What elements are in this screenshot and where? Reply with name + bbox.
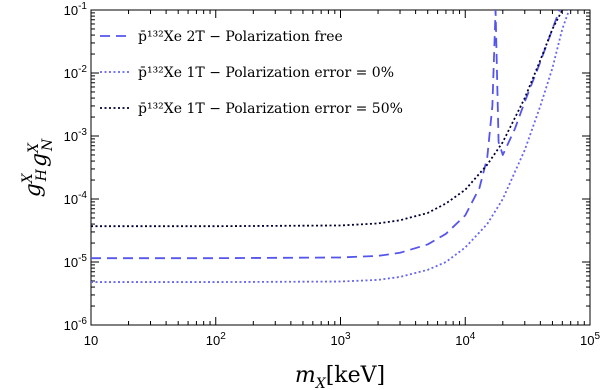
- x-tick-label: 104: [455, 331, 475, 348]
- y-tick-label: 10-2: [64, 64, 88, 81]
- series-group: [91, 10, 570, 283]
- y-tick-label: 10-6: [64, 316, 88, 333]
- y-tick-label: 10-5: [64, 253, 88, 270]
- legend: p̄¹³²Xe 2T − Polarization free p̄¹³²Xe 1T…: [100, 29, 403, 117]
- series-line-3: [91, 10, 564, 228]
- legend-label-1: p̄¹³²Xe 2T − Polarization free: [138, 29, 343, 45]
- legend-label-3: p̄¹³²Xe 1T − Polarization error = 50%: [138, 101, 403, 117]
- x-tick-label: 102: [206, 331, 226, 348]
- legend-label-2: p̄¹³²Xe 1T − Polarization error = 0%: [138, 65, 394, 81]
- tick-labels: 10 102 103 104 105 10-6 10-5 10-4 10-3 10-2 10-1: [64, 1, 601, 348]
- ticks: [90, 10, 591, 326]
- x-tick-label: 10: [84, 333, 98, 348]
- x-tick-label: 105: [580, 331, 600, 348]
- x-tick-label: 103: [330, 331, 350, 348]
- series-line-2: [91, 10, 570, 283]
- x-axis-label: mX[keV]: [295, 363, 385, 390]
- y-axis-label: gXHgXN: [20, 138, 56, 197]
- y-tick-label: 10-4: [64, 190, 88, 207]
- y-tick-label: 10-3: [64, 127, 88, 144]
- y-tick-label: 10-1: [64, 1, 88, 18]
- plot-frame: [90, 9, 591, 326]
